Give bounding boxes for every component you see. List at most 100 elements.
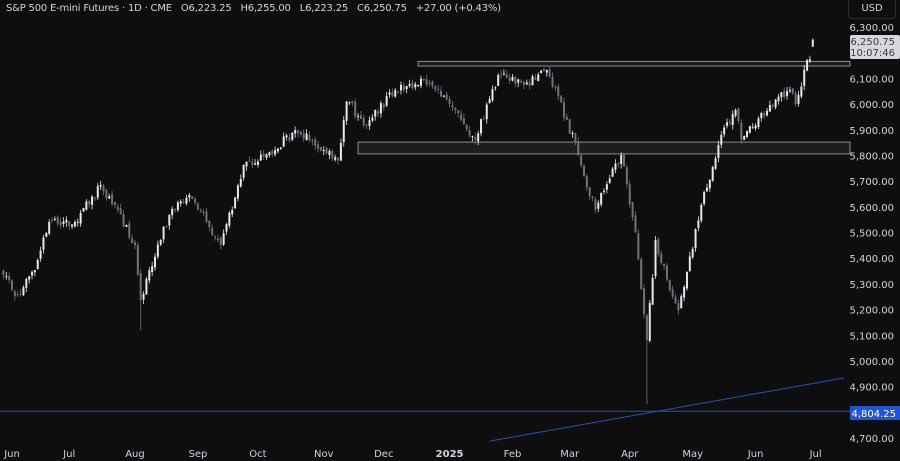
candle bbox=[517, 78, 520, 88]
candle bbox=[339, 138, 342, 161]
candle-body bbox=[19, 293, 22, 295]
candle bbox=[76, 218, 79, 227]
candle bbox=[225, 222, 228, 235]
candle-body bbox=[271, 150, 274, 155]
candle-body bbox=[811, 39, 814, 47]
candle bbox=[13, 289, 16, 301]
candle bbox=[168, 214, 171, 230]
candle-body bbox=[297, 130, 299, 134]
candle bbox=[708, 179, 711, 193]
candle-body bbox=[308, 135, 311, 141]
candle bbox=[159, 238, 162, 247]
candle-body bbox=[354, 101, 357, 117]
candle bbox=[334, 154, 337, 162]
candle-body bbox=[391, 92, 394, 97]
candle-body bbox=[182, 201, 185, 203]
candle bbox=[142, 291, 145, 305]
candle-body bbox=[82, 208, 85, 212]
candle-body bbox=[603, 190, 606, 192]
candle bbox=[242, 164, 245, 181]
candle-body bbox=[45, 232, 48, 237]
candle-body bbox=[119, 208, 122, 215]
candle-body bbox=[162, 226, 165, 240]
trendline bbox=[489, 377, 845, 442]
candle-body bbox=[780, 92, 783, 98]
candle bbox=[460, 110, 463, 122]
candle bbox=[780, 92, 783, 102]
candle-body bbox=[645, 315, 648, 341]
candle-body bbox=[454, 107, 457, 110]
candle-body bbox=[73, 221, 76, 227]
candle-body bbox=[282, 136, 285, 147]
candle bbox=[537, 72, 540, 82]
candle bbox=[694, 228, 697, 252]
candle bbox=[514, 76, 517, 87]
candle bbox=[208, 220, 211, 232]
candle bbox=[485, 102, 488, 124]
candle-body bbox=[145, 278, 148, 295]
candle bbox=[788, 86, 791, 94]
candle-body bbox=[105, 190, 108, 199]
candle bbox=[16, 290, 19, 298]
candle bbox=[116, 203, 119, 213]
candle bbox=[48, 219, 51, 236]
candle bbox=[248, 156, 251, 162]
candle-body bbox=[236, 185, 239, 199]
candle bbox=[800, 82, 803, 99]
candle bbox=[600, 192, 603, 207]
candle bbox=[763, 110, 766, 119]
candle bbox=[202, 208, 205, 216]
symbol-title[interactable]: S&P 500 E-mini Futures · 1D · CME bbox=[6, 3, 172, 14]
candle-body bbox=[122, 214, 125, 227]
candle bbox=[151, 261, 154, 277]
candle-body bbox=[685, 272, 688, 289]
candle-body bbox=[445, 94, 448, 100]
candle bbox=[28, 275, 31, 284]
candle-body bbox=[500, 74, 503, 76]
candle bbox=[179, 199, 182, 207]
candle-body bbox=[85, 201, 88, 210]
x-tick-label: Jul bbox=[809, 449, 822, 460]
candle-body bbox=[219, 238, 222, 246]
candle-body bbox=[497, 75, 500, 86]
candle bbox=[256, 159, 259, 168]
candle-body bbox=[757, 118, 760, 128]
candle bbox=[311, 138, 314, 146]
candle bbox=[457, 109, 460, 118]
y-tick-label: 5,000.00 bbox=[849, 357, 894, 368]
candle-body bbox=[557, 86, 560, 97]
candle bbox=[419, 75, 422, 89]
candle bbox=[377, 108, 380, 117]
currency-button[interactable]: USD bbox=[848, 0, 896, 19]
x-tick-label: May bbox=[682, 449, 703, 460]
candle-body bbox=[339, 142, 342, 161]
candle-body bbox=[262, 153, 265, 157]
candle-body bbox=[788, 89, 791, 92]
candle-body bbox=[328, 150, 331, 156]
candle-body bbox=[723, 127, 726, 135]
candle bbox=[617, 162, 620, 168]
candle bbox=[214, 234, 217, 241]
candle bbox=[714, 155, 717, 170]
candle bbox=[806, 58, 809, 72]
resistance-zone bbox=[417, 60, 851, 67]
candle bbox=[608, 174, 611, 185]
candle bbox=[154, 253, 156, 271]
x-tick-label: Aug bbox=[125, 449, 145, 460]
candle bbox=[348, 101, 351, 105]
candle bbox=[294, 126, 297, 138]
candle bbox=[111, 190, 114, 206]
candle bbox=[331, 149, 334, 162]
candle-body bbox=[351, 101, 354, 104]
candle bbox=[102, 184, 105, 196]
candle-body bbox=[743, 136, 746, 140]
candle bbox=[96, 183, 99, 201]
candle-body bbox=[448, 98, 451, 104]
candle bbox=[425, 74, 428, 87]
candle bbox=[22, 285, 25, 296]
candle-body bbox=[79, 212, 82, 224]
candle bbox=[325, 146, 328, 155]
candle bbox=[657, 236, 660, 257]
candle bbox=[783, 87, 786, 100]
